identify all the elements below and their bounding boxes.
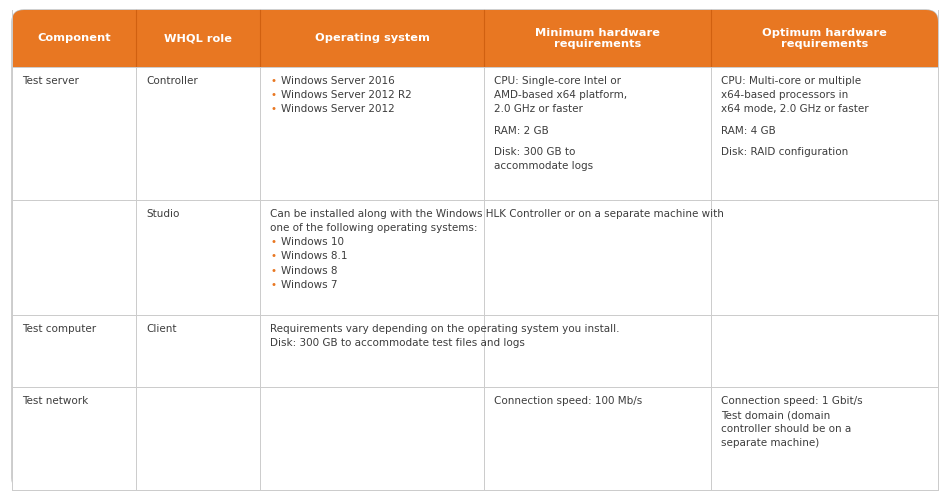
Text: Optimum hardware
requirements: Optimum hardware requirements — [762, 28, 887, 49]
Bar — [712, 66, 938, 200]
Text: Minimum hardware
requirements: Minimum hardware requirements — [535, 28, 660, 49]
Text: Windows Server 2016: Windows Server 2016 — [281, 76, 395, 86]
Text: Client: Client — [146, 324, 177, 334]
Text: CPU: Multi-core or multiple: CPU: Multi-core or multiple — [721, 76, 862, 86]
Text: Windows Server 2012: Windows Server 2012 — [281, 104, 395, 114]
Bar — [260, 314, 938, 387]
Text: RAM: 2 GB: RAM: 2 GB — [494, 126, 549, 136]
Bar — [260, 200, 938, 314]
Text: Component: Component — [37, 34, 111, 43]
Bar — [136, 66, 260, 200]
Text: Windows 8.1: Windows 8.1 — [281, 252, 348, 262]
Text: Windows Server 2012 R2: Windows Server 2012 R2 — [281, 90, 412, 100]
Text: Requirements vary depending on the operating system you install.: Requirements vary depending on the opera… — [270, 324, 619, 334]
Text: Test server: Test server — [22, 76, 79, 86]
Bar — [484, 387, 712, 490]
Text: separate machine): separate machine) — [721, 438, 820, 448]
Text: one of the following operating systems:: one of the following operating systems: — [270, 224, 478, 234]
Bar — [136, 200, 260, 314]
Text: x64-based processors in: x64-based processors in — [721, 90, 848, 100]
Bar — [712, 387, 938, 490]
Text: •: • — [270, 266, 276, 276]
Bar — [484, 66, 712, 200]
Bar — [12, 66, 136, 200]
Text: Can be installed along with the Windows HLK Controller or on a separate machine : Can be installed along with the Windows … — [270, 210, 724, 220]
Text: Test computer: Test computer — [22, 324, 96, 334]
FancyBboxPatch shape — [12, 10, 938, 66]
Text: •: • — [270, 90, 276, 100]
Bar — [12, 387, 484, 490]
Text: •: • — [270, 252, 276, 262]
Text: •: • — [270, 238, 276, 248]
Text: RAM: 4 GB: RAM: 4 GB — [721, 126, 776, 136]
Text: AMD-based x64 platform,: AMD-based x64 platform, — [494, 90, 627, 100]
Text: Studio: Studio — [146, 210, 180, 220]
Text: Connection speed: 100 Mb/s: Connection speed: 100 Mb/s — [494, 396, 642, 406]
Text: x64 mode, 2.0 GHz or faster: x64 mode, 2.0 GHz or faster — [721, 104, 868, 114]
Bar — [12, 314, 136, 387]
Text: Controller: Controller — [146, 76, 198, 86]
Text: •: • — [270, 280, 276, 289]
Text: Windows 7: Windows 7 — [281, 280, 337, 289]
Text: Operating system: Operating system — [314, 34, 429, 43]
Bar — [260, 66, 484, 200]
Text: Connection speed: 1 Gbit/s: Connection speed: 1 Gbit/s — [721, 396, 863, 406]
Text: Test network: Test network — [22, 396, 88, 406]
Text: WHQL role: WHQL role — [164, 34, 232, 43]
Text: Test domain (domain: Test domain (domain — [721, 410, 830, 420]
Text: Windows 8: Windows 8 — [281, 266, 337, 276]
Text: •: • — [270, 104, 276, 114]
Bar — [12, 41, 938, 66]
Text: Windows 10: Windows 10 — [281, 238, 344, 248]
Text: Disk: RAID configuration: Disk: RAID configuration — [721, 148, 848, 158]
Text: controller should be on a: controller should be on a — [721, 424, 851, 434]
Text: CPU: Single-core Intel or: CPU: Single-core Intel or — [494, 76, 621, 86]
Bar — [12, 200, 136, 314]
Text: accommodate logs: accommodate logs — [494, 162, 594, 172]
Bar — [136, 314, 260, 387]
Text: •: • — [270, 76, 276, 86]
FancyBboxPatch shape — [12, 10, 938, 490]
Text: Disk: 300 GB to accommodate test files and logs: Disk: 300 GB to accommodate test files a… — [270, 338, 525, 347]
Text: 2.0 GHz or faster: 2.0 GHz or faster — [494, 104, 583, 114]
Text: Disk: 300 GB to: Disk: 300 GB to — [494, 148, 576, 158]
